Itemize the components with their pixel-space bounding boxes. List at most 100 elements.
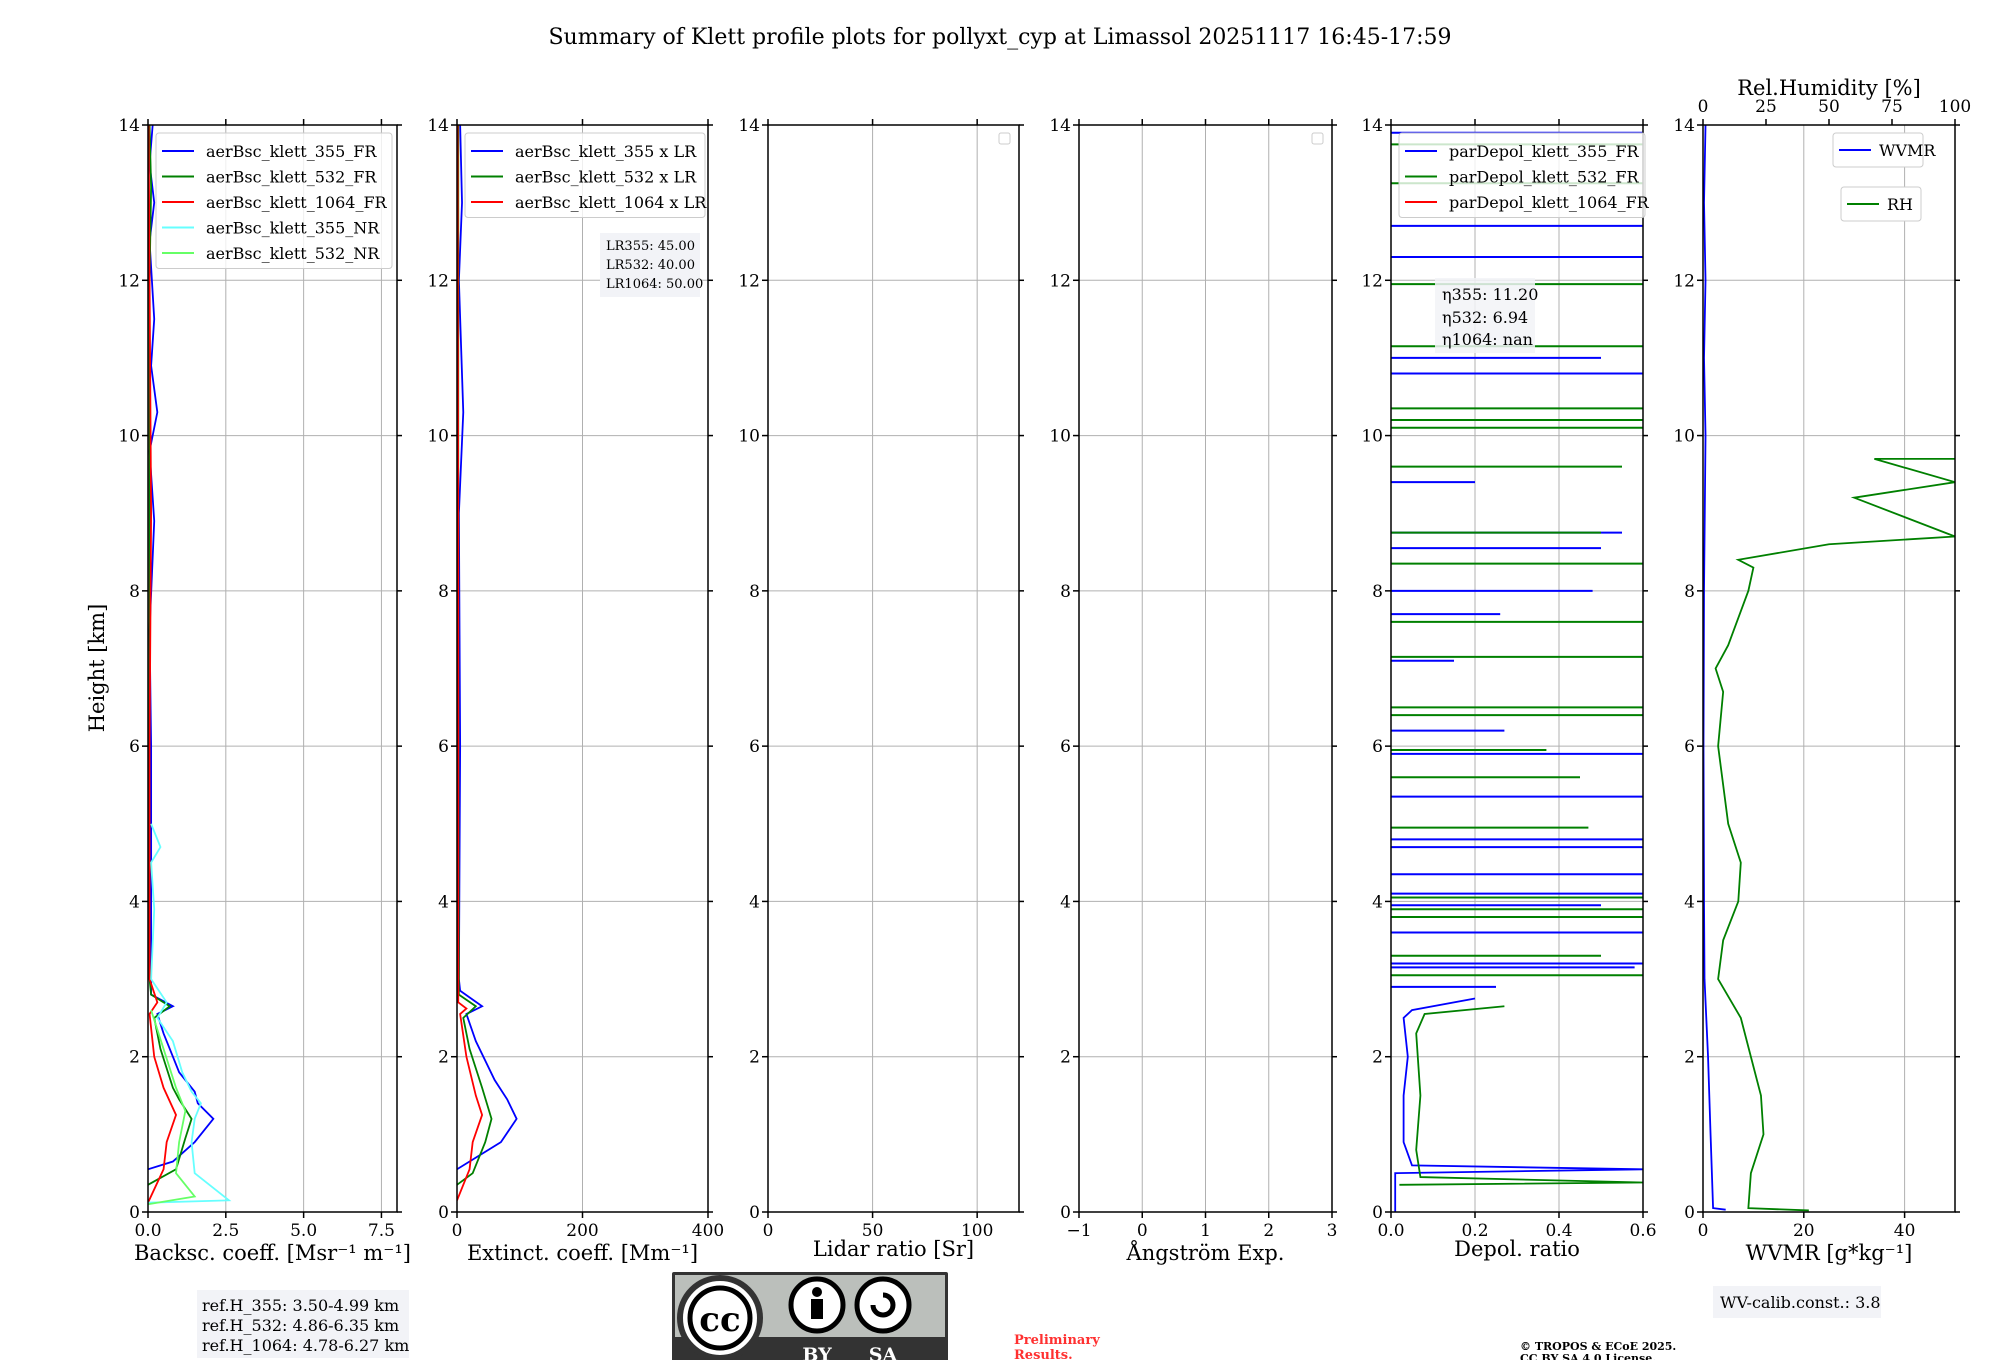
wv-calib-text: WV-calib.const.: 3.8 [1720,1293,1881,1312]
reference-height-box-bg [197,1290,409,1358]
refh-1064: ref.H_1064: 4.78-6.27 km [202,1336,409,1355]
legend-label: parDepol_klett_1064_FR [1449,193,1650,212]
x-tick-label: 200 [566,1221,598,1241]
x-tick-label: −1 [1066,1221,1091,1241]
y-tick-label: 10 [738,427,760,447]
x-tick-label: 0.4 [1545,1221,1572,1241]
top-tick-label: 50 [1818,97,1840,117]
series-aerBsc_klett_532_NR [148,1009,197,1206]
y-tick-label: 4 [1372,892,1383,912]
y-tick-label: 8 [1684,582,1695,602]
legend-label: parDepol_klett_355_FR [1449,142,1640,161]
x-axis-label: Ångström Exp. [1126,1240,1285,1265]
top-tick-label: 0 [1698,97,1709,117]
legend-label: aerBsc_klett_1064_FR [206,193,388,212]
x-tick-label: 0 [1137,1221,1148,1241]
eta-box: η355: 11.20 η532: 6.94 η1064: nan [1435,278,1538,353]
y-tick-label: 2 [749,1048,760,1068]
y-tick-label: 10 [1049,427,1071,447]
preliminary-text: Preliminary [1014,1333,1100,1348]
wv-calib-box: WV-calib.const.: 3.8 [1713,1286,1881,1318]
y-tick-label: 0 [1684,1203,1695,1223]
lidar-ratio-box: LR355: 45.00 LR532: 40.00 LR1064: 50.00 [600,233,703,297]
x-axis-label: Extinct. coeff. [Mm⁻¹] [467,1241,698,1265]
y-tick-label: 0 [129,1203,140,1223]
x-axis-label: WVMR [g*kg⁻¹] [1746,1241,1913,1265]
reference-height-box: ref.H_355: 3.50-4.99 km ref.H_532: 4.86-… [197,1290,409,1358]
panel-ext: 0 200 400 0 2 4 6 8 10 12 14 Extinct. coeff. [Mm⁻¹]… [427,116,724,1265]
axes-frame [1078,124,1333,1213]
legend-label: aerBsc_klett_1064 x LR [515,193,707,212]
axes-frame [147,124,398,1213]
x-tick-label: 0.0 [1377,1221,1404,1241]
x-tick-label: 0.6 [1629,1221,1656,1241]
y-tick-label: 14 [118,116,140,136]
x-tick-label: 50 [862,1221,884,1241]
panel-dep: 0.0 0.2 0.4 0.6 0 2 4 6 8 10 12 14 Depol. ratio parDe… [1361,116,1656,1261]
y-tick-label: 12 [1049,271,1071,291]
legend-box [1840,186,1922,222]
y-tick-label: 2 [1060,1048,1071,1068]
sa-icon [854,1276,912,1334]
y-axis-label: Height [km] [85,604,109,733]
cc-icon [687,1285,753,1351]
eta-355: η355: 11.20 [1442,285,1538,304]
y-tick-label: 6 [1372,737,1383,757]
series-aerBsc_klett_1064_FR [148,125,177,1204]
empty-legend [1311,132,1324,145]
x-axis-label: Depol. ratio [1454,1237,1580,1261]
y-tick-label: 8 [438,582,449,602]
axes-frame [767,124,1020,1213]
y-tick-label: 4 [1060,892,1071,912]
series-aerBsc_klett_355 x LR [457,125,518,1171]
y-tick-label: 6 [129,737,140,757]
preliminary-text-2: Results. [1014,1348,1073,1360]
legend-label: aerBsc_klett_532_NR [206,244,380,263]
x-tick-label: 40 [1894,1221,1916,1241]
x-axis-label: Backsc. coeff. [Msr⁻¹ m⁻¹] [134,1241,411,1265]
y-tick-label: 10 [1361,427,1383,447]
x-tick-label: 0 [1698,1221,1709,1241]
eta-1064: η1064: nan [1442,330,1533,349]
legend-label: aerBsc_klett_355_FR [206,142,377,161]
top-tick-label: 75 [1881,97,1903,117]
empty-legend [998,132,1011,145]
y-tick-label: 4 [749,892,760,912]
y-tick-label: 4 [438,892,449,912]
y-tick-label: 8 [1372,582,1383,602]
y-tick-label: 2 [129,1048,140,1068]
series-aerBsc_klett_1064 x LR [457,125,484,1201]
legend-label: parDepol_klett_532_FR [1449,168,1640,187]
y-tick-label: 4 [1684,892,1695,912]
legend-box [1398,132,1646,218]
legend-label: WVMR [1879,141,1936,160]
legend-label: aerBsc_klett_355_NR [206,219,380,238]
cc-by-sa-logo: cc BY SA [672,1272,948,1360]
x-tick-label: 100 [961,1221,993,1241]
x-axis-label: Lidar ratio [Sr] [813,1237,974,1261]
lr-532: LR532: 40.00 [606,258,695,273]
lidar-ratio-box-bg [600,233,700,297]
legend-label: RH [1887,195,1913,214]
y-tick-label: 8 [1060,582,1071,602]
y-tick-label: 10 [118,427,140,447]
x-tick-label: 2.5 [212,1221,239,1241]
wv-calib-box-bg [1713,1286,1881,1318]
series-group [1391,131,1643,1212]
y-tick-label: 12 [118,271,140,291]
series-group [148,125,232,1206]
x-tick-label: 0 [452,1221,463,1241]
series-group [457,125,518,1201]
top-tick-label: 100 [1939,97,1971,117]
figure-title: Summary of Klett profile plots for polly… [548,25,1451,50]
series-RH [1714,457,1955,1212]
legend-box [1832,132,1924,168]
axes-frame [456,124,709,1213]
top-tick-label: 25 [1755,97,1777,117]
panel-lr: 0 50 100 0 2 4 6 8 10 12 14 Lidar ratio [Sr] [738,116,1024,1261]
x-tick-label: 7.5 [368,1221,395,1241]
